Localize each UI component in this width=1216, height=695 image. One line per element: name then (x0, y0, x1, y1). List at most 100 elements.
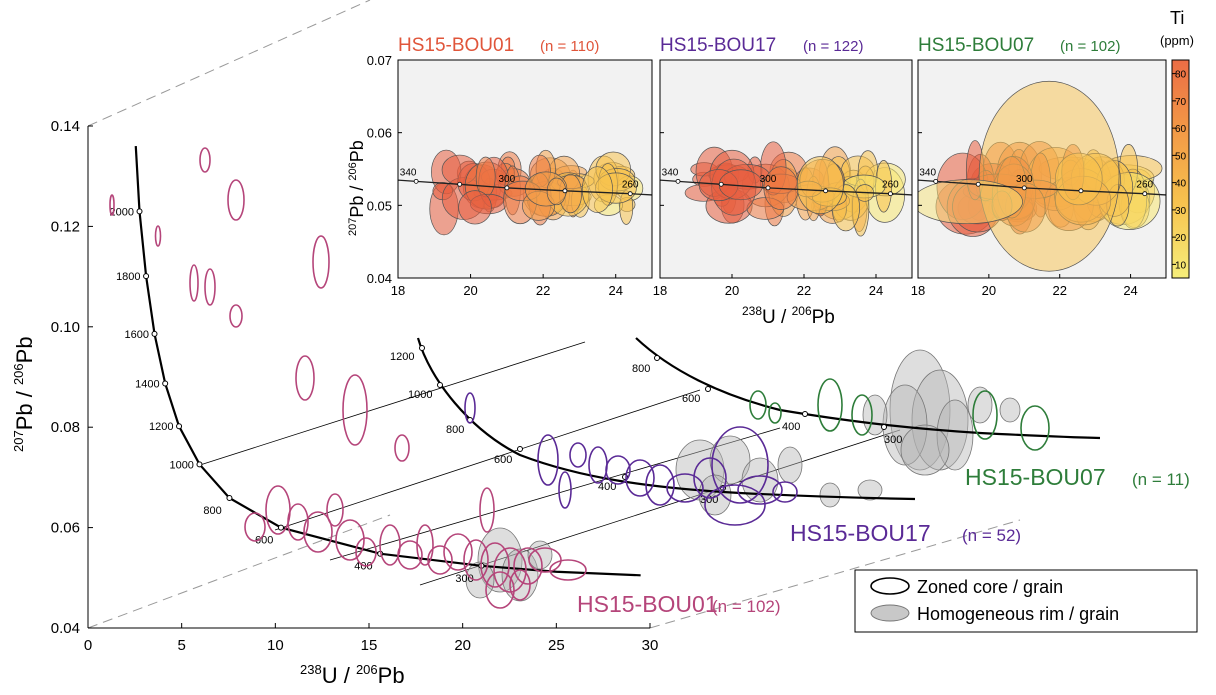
ti-colorbar: Ti (ppm) 80 70 60 50 40 30 20 10 (1160, 8, 1194, 279)
inset-age-label: 260 (622, 180, 639, 191)
grain-ellipse (978, 80, 1120, 272)
projection-line (329, 427, 781, 561)
inset-age-marker (888, 191, 893, 197)
core-ellipse (817, 378, 843, 432)
rim-ellipse (889, 349, 951, 471)
age-label: 400 (598, 481, 616, 493)
core-ellipse (443, 533, 473, 571)
projection-line (199, 341, 586, 466)
inset-age-label: 260 (882, 180, 899, 191)
svg-text:HS15-BOU07: HS15-BOU07 (965, 464, 1106, 490)
age-label: 400 (354, 561, 372, 573)
inset-panel-2: 340 300 260 18 20 22 24 (653, 59, 913, 298)
inset-ellipses (918, 80, 1163, 272)
core-ellipse (189, 264, 199, 302)
inset-age-marker (823, 188, 828, 194)
core-ellipse (287, 503, 309, 541)
core-ellipse (485, 571, 515, 609)
inset-x-tick-label: 18 (653, 283, 667, 298)
rim-ellipse (857, 479, 883, 501)
inset-x-tick-label: 24 (608, 283, 622, 298)
inset-y-tick-label: 0.06 (367, 126, 392, 141)
inset-age-marker (413, 178, 419, 184)
core-ellipse (379, 524, 401, 566)
svg-text:HS15-BOU01: HS15-BOU01 (577, 591, 718, 617)
core-ellipse (355, 537, 377, 567)
core-ellipse (711, 426, 769, 504)
series-label-bou07: HS15-BOU07 (n = 11) (965, 464, 1190, 490)
y-tick-label: 0.06 (51, 520, 80, 537)
age-marker (151, 330, 158, 337)
colorbar-unit: (ppm) (1160, 33, 1194, 48)
x-tick-label: 15 (361, 637, 378, 654)
x-tick-label: 25 (548, 637, 565, 654)
x-tick-label: 0 (84, 637, 92, 654)
inset-age-marker (1078, 188, 1084, 194)
inset-x-tick-label: 24 (1123, 283, 1137, 298)
inset-age-marker (1142, 191, 1148, 197)
inset-y-tick-label: 0.04 (367, 271, 392, 286)
age-label: 600 (682, 393, 700, 405)
colorbar-tick-label: 30 (1175, 206, 1187, 217)
core-ellipse (295, 355, 315, 401)
inset-frame (917, 59, 1167, 279)
inset-age-marker (1021, 185, 1027, 191)
legend-box (854, 569, 1198, 633)
core-ellipse (244, 512, 266, 542)
series-label-bou17: HS15-BOU17 (n = 52) (790, 520, 1021, 546)
bou07-age-marks: 800 600 400 300 (632, 355, 902, 446)
inset-x-axis-label: 238U / 206Pb (742, 304, 835, 328)
rim-ellipse (999, 397, 1021, 423)
grain-ellipse (458, 190, 492, 225)
svg-text:(n = 110): (n = 110) (540, 38, 599, 55)
core-ellipse (493, 547, 527, 593)
inset-x-tick-label: 20 (463, 283, 477, 298)
inset-age-marker (765, 185, 771, 191)
svg-text:HS15-BOU01: HS15-BOU01 (398, 35, 514, 56)
core-ellipse (199, 147, 211, 173)
y-tick-label: 0.08 (51, 419, 80, 436)
core-ellipse (509, 569, 531, 601)
core-ellipse (227, 179, 245, 221)
x-tick-label: 10 (267, 637, 284, 654)
core-ellipse (605, 455, 631, 485)
age-label: 300 (884, 434, 902, 446)
guide-top (87, 0, 371, 127)
age-label: 1000 (408, 389, 432, 401)
guide-right (649, 519, 1021, 629)
inset-panel-3: 340 300 260 18 20 22 24 (911, 59, 1167, 298)
projection-line (419, 429, 901, 586)
colorbar-tick-label: 10 (1175, 260, 1187, 271)
rim-ellipse (936, 399, 974, 471)
core-ellipse (768, 402, 782, 424)
colorbar-gradient (1171, 59, 1190, 279)
rim-ellipse (465, 561, 495, 599)
age-marker (143, 273, 150, 280)
inset-x-tick-label: 20 (982, 283, 996, 298)
age-label: 800 (632, 363, 650, 375)
colorbar-title: Ti (1170, 8, 1184, 28)
inset-title-bou07: HS15-BOU07 (n = 102) (918, 35, 1120, 56)
bou17-age-marks: 1200 1000 800 600 400 300 (390, 345, 726, 506)
y-tick-label: 0.04 (51, 620, 80, 637)
y-tick-label: 0.14 (51, 118, 80, 135)
age-marker (176, 423, 183, 430)
inset-y-axis-label: 207Pb / 206Pb (347, 140, 367, 236)
core-ellipse (513, 547, 543, 585)
age-marker (705, 386, 711, 392)
rim-ellipses (465, 349, 1021, 602)
legend-core-label: Zoned core / grain (917, 577, 1063, 597)
colorbar-ticks: 80 70 60 50 40 30 20 10 (1172, 70, 1187, 271)
inset-age-label: 340 (919, 167, 936, 178)
age-marker (136, 208, 143, 215)
inset-panel-1: 340 300 260 18 20 22 24 0.04 0.05 0.06 0.07 (367, 53, 653, 298)
age-marker (802, 411, 808, 417)
colorbar-tick-label: 60 (1175, 124, 1187, 135)
core-ellipse (416, 524, 434, 566)
colorbar-tick-label: 40 (1175, 179, 1187, 190)
core-ellipse (335, 519, 365, 561)
inset-title-bou01: HS15-BOU01 (n = 110) (398, 35, 599, 56)
y-tick-label: 0.10 (51, 319, 80, 336)
svg-text:(n = 122): (n = 122) (803, 38, 863, 55)
